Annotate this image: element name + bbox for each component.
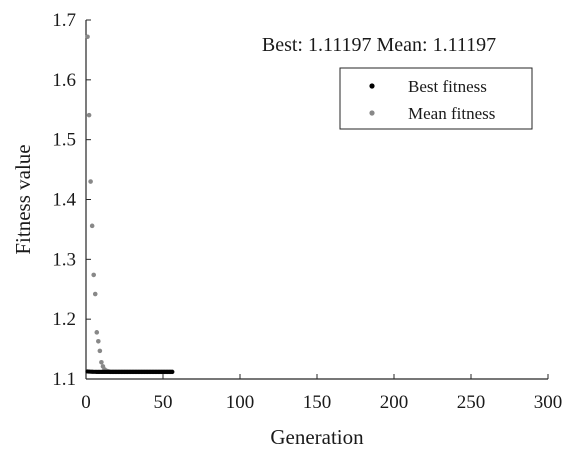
y-ticks: 1.1 1.2 1.3 1.4 1.5 1.6 1.7 xyxy=(52,10,91,390)
x-ticks: 0 50 100 150 200 250 300 xyxy=(81,374,562,413)
y-tick-label: 1.6 xyxy=(52,70,76,91)
x-tick-label: 100 xyxy=(226,392,255,413)
legend-box xyxy=(339,67,533,130)
mean-fitness-point xyxy=(97,348,103,354)
y-tick-label: 1.2 xyxy=(52,309,76,330)
mean-fitness-point xyxy=(91,272,96,278)
mean-fitness-point xyxy=(89,223,95,229)
mean-fitness-point xyxy=(88,179,93,184)
mean-fitness-point xyxy=(85,34,90,40)
best-fitness-point xyxy=(170,369,175,374)
mean-fitness-point xyxy=(94,330,100,335)
legend-label-mean-fitness: Mean fitness xyxy=(408,104,495,123)
x-tick-label: 250 xyxy=(457,392,486,413)
mean-fitness-point xyxy=(99,359,104,365)
x-tick-label: 50 xyxy=(154,392,173,413)
legend-label-best-fitness: Best fitness xyxy=(408,77,487,96)
x-axis-label: Generation xyxy=(270,425,364,449)
series-layer xyxy=(85,34,175,375)
legend-marker-best-fitness xyxy=(369,83,375,89)
y-axis-label: Fitness value xyxy=(11,144,35,254)
y-tick-label: 1.3 xyxy=(52,249,76,270)
y-tick-label: 1.7 xyxy=(52,10,76,31)
mean-fitness-point xyxy=(96,339,101,344)
y-tick-label: 1.1 xyxy=(52,369,76,390)
y-tick-label: 1.5 xyxy=(52,130,76,151)
y-tick-label: 1.4 xyxy=(52,190,76,211)
chart-title: Best: 1.11197 Mean: 1.11197 xyxy=(262,34,496,56)
legend: Best fitness Mean fitness xyxy=(339,67,533,130)
mean-fitness-point xyxy=(92,291,98,297)
x-tick-label: 150 xyxy=(303,392,332,413)
mean-fitness-point xyxy=(86,112,92,118)
x-tick-label: 300 xyxy=(534,392,563,413)
x-tick-label: 200 xyxy=(380,392,409,413)
x-tick-label: 0 xyxy=(81,392,91,413)
legend-marker-mean-fitness xyxy=(369,110,375,116)
